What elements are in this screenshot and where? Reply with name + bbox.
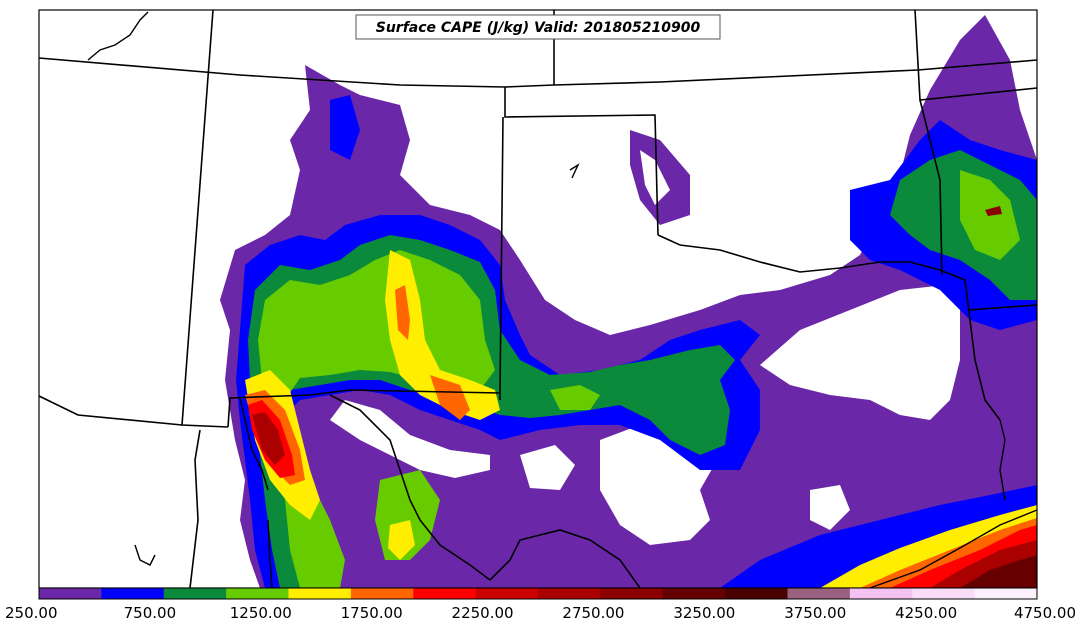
colorbar-segment	[163, 588, 227, 599]
colorbar-segment	[288, 588, 352, 599]
colorbar-tick-label: 1250.00	[230, 604, 292, 622]
colorbar-segment	[787, 588, 851, 599]
colorbar-segment	[413, 588, 477, 599]
colorbar-tick-label: 2250.00	[452, 604, 514, 622]
colorbar-segment	[39, 588, 102, 599]
colorbar-segment	[226, 588, 289, 599]
colorbar-segment	[974, 588, 1038, 599]
colorbar-tick-label: 2750.00	[562, 604, 624, 622]
colorbar-segment	[600, 588, 664, 599]
colorbar-tick-label: 750.00	[124, 604, 177, 622]
colorbar-segment	[101, 588, 165, 599]
colorbar-tick-label: 3250.00	[673, 604, 735, 622]
colorbar-tick-label: 3750.00	[784, 604, 846, 622]
coastline	[87, 11, 1038, 589]
colorbar-segment	[725, 588, 788, 599]
colorbar-segment	[350, 588, 414, 599]
cape-shading	[220, 15, 1037, 588]
colorbar-tick-label: 4250.00	[895, 604, 957, 622]
colorbar-ticks: 250.00 750.00 1250.00 1750.00 2250.00 2750.00…	[5, 604, 1076, 622]
map-title: Surface CAPE (J/kg) Valid: 201805210900	[376, 20, 701, 36]
colorbar	[39, 588, 1038, 599]
colorbar-tick-label: 4750.00	[1014, 604, 1076, 622]
colorbar-segment	[475, 588, 539, 599]
colorbar-segment	[662, 588, 726, 599]
state-boundaries	[38, 9, 1038, 589]
colorbar-segment	[849, 588, 913, 599]
colorbar-segment	[912, 588, 976, 599]
title-box	[355, 14, 721, 40]
colorbar-segment	[538, 588, 601, 599]
colorbar-tick-label: 250.00	[5, 604, 58, 622]
colorbar-tick-label: 1750.00	[341, 604, 403, 622]
colorbar-frame	[38, 587, 1038, 600]
